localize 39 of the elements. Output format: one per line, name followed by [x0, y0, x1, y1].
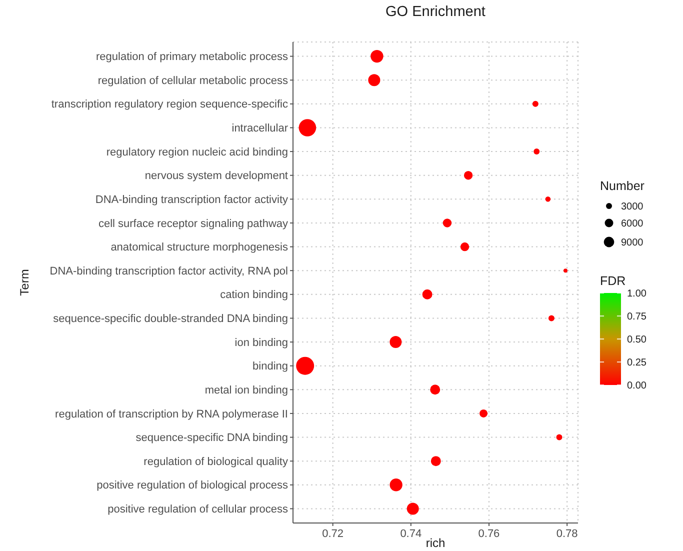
y-tick-label: anatomical structure morphogenesis — [110, 242, 288, 254]
y-tick-label: positive regulation of cellular process — [108, 504, 288, 516]
x-tick-label: 0.76 — [478, 528, 500, 540]
y-tick-label: regulation of cellular metabolic process — [98, 74, 288, 87]
y-tick-label: DNA-binding transcription factor activity — [95, 194, 288, 206]
y-tick-label: sequence-specific DNA binding — [136, 432, 288, 444]
y-tick-label: cation binding — [220, 289, 288, 302]
y-tick-label: DNA-binding transcription factor activity, RNA pol — [50, 265, 288, 278]
x-tick-label: 0.74 — [400, 528, 422, 540]
color-bar-label: 0.50 — [627, 334, 647, 346]
color-bar-label: 0.75 — [627, 312, 647, 322]
y-tick-label: regulation of biological quality — [144, 456, 288, 468]
legend-label: 6000 — [621, 218, 644, 230]
y-axis-title: Term — [17, 269, 32, 296]
color-bar-label: 1.00 — [627, 288, 647, 300]
color-bar-label: 0.00 — [627, 380, 647, 392]
y-tick-label: cell surface receptor signaling pathway — [98, 218, 288, 230]
y-tick-label: regulation of primary metabolic process — [96, 51, 288, 64]
y-tick-label: nervous system development — [144, 170, 288, 182]
y-tick-label: intracellular — [232, 122, 288, 135]
y-tick-label: regulation of transcription by RNA polymerase II — [55, 408, 288, 420]
y-tick-label: positive regulation of biological process — [96, 480, 288, 492]
legend-label: 9000 — [621, 238, 644, 248]
y-tick-label: ion binding — [234, 336, 288, 349]
size-legend: Number 3000 6000 9000 — [600, 179, 644, 248]
y-tick-label: binding — [252, 360, 288, 373]
x-axis-title: rich — [426, 536, 446, 550]
y-tick-label: transcription regulatory region sequence-specific — [51, 98, 288, 111]
legend-title: Number — [600, 179, 644, 193]
color-bar-label: 0.25 — [627, 358, 647, 368]
color-scale: FDR 1.00 0.75 0.50 0.25 0.00 — [600, 274, 646, 392]
y-tick-label: metal ion binding — [204, 384, 288, 396]
legend-label: 3000 — [621, 202, 644, 212]
x-tick-label: 0.72 — [322, 528, 344, 540]
x-tick-label: 0.78 — [556, 528, 578, 540]
y-tick-label: regulatory region nucleic acid binding — [106, 146, 288, 158]
y-tick-label: sequence-specific double-stranded DNA binding — [53, 313, 288, 326]
color-bar-title: FDR — [600, 274, 626, 288]
chart-title: GO Enrichment — [384, 4, 486, 20]
